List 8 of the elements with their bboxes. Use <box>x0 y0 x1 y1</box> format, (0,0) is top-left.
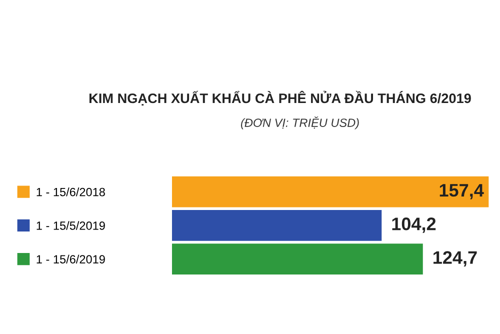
y-tick-label: 1 - 15/5/2019 <box>36 221 105 230</box>
y-tick-label: 1 - 15/6/2019 <box>36 254 105 264</box>
chart-title: KIM NGẠCH XUẤT KHẨU CÀ PHÊ NỬA ĐẦU THÁNG 6/2019 <box>89 90 471 106</box>
data-label: 124,7 <box>434 251 477 267</box>
data-label: 104,2 <box>392 218 436 233</box>
data-label: 157,4 <box>440 184 484 200</box>
chart-subtitle: (ĐƠN VỊ: TRIỆU USD) <box>241 116 359 130</box>
y-tick-label: 1 - 15/6/2018 <box>36 188 105 196</box>
